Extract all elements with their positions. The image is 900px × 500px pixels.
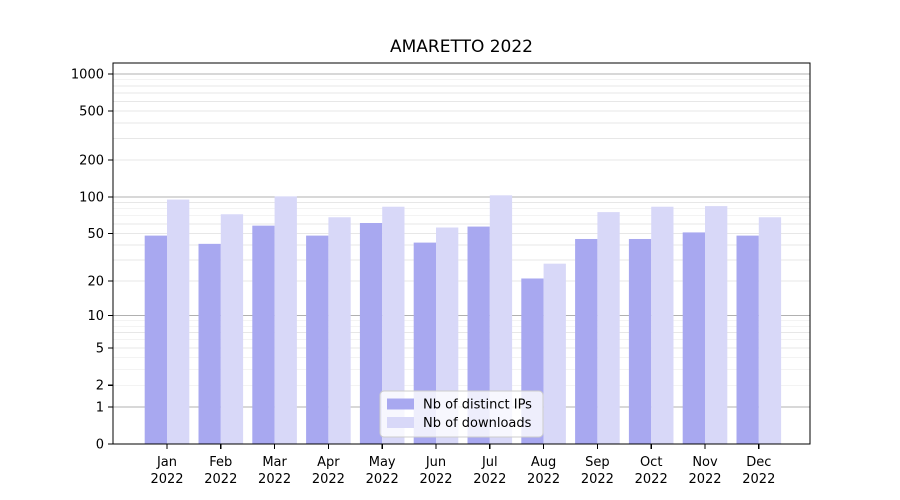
x-tick-label-apr: Apr 2022 <box>312 455 345 487</box>
x-tick-label-jun: Jun 2022 <box>419 455 452 487</box>
y-tick-label-1000: 1000 <box>71 68 104 83</box>
x-tick-label-sep: Sep 2022 <box>581 455 614 487</box>
legend-label-downloads: Nb of downloads <box>423 416 532 431</box>
bar-jul-distinct-ips <box>467 226 490 444</box>
bar-apr-distinct-ips <box>306 235 329 444</box>
x-tick-label-nov: Nov 2022 <box>688 455 721 487</box>
x-tick-label-may: May 2022 <box>366 455 399 487</box>
bar-feb-distinct-ips <box>198 243 221 444</box>
bar-jul-downloads <box>489 195 513 444</box>
bar-aug-downloads <box>543 263 566 444</box>
bar-feb-downloads <box>220 214 244 444</box>
bar-oct-distinct-ips <box>628 238 652 444</box>
bar-jan-downloads <box>167 199 190 444</box>
bar-nov-downloads <box>705 206 728 444</box>
legend-label-distinct-ips: Nb of distinct IPs <box>423 398 532 413</box>
x-tick-label-jan: Jan 2022 <box>150 455 183 487</box>
bar-oct-downloads <box>651 206 674 444</box>
bar-apr-downloads <box>328 217 351 444</box>
y-tick-label-10: 10 <box>87 309 104 324</box>
plot-area-border <box>112 62 811 445</box>
bar-dec-distinct-ips <box>736 235 759 444</box>
y-tick-label-100: 100 <box>79 190 104 205</box>
bar-nov-distinct-ips <box>682 232 705 444</box>
legend: Nb of distinct IPs Nb of downloads <box>379 390 544 438</box>
legend-swatch-distinct-ips <box>387 398 414 410</box>
y-tick-label-0: 0 <box>96 438 104 453</box>
y-tick-label-50: 50 <box>87 227 104 242</box>
bar-jun-downloads <box>436 227 459 444</box>
y-tick-label-500: 500 <box>79 105 104 120</box>
axes-layer: 0 1 2 5 10 20 50 100 200 500 1000 Jan 2022 Feb 2022 Mar… <box>71 68 775 487</box>
bar-dec-downloads <box>758 217 782 444</box>
bar-may-downloads <box>382 206 405 444</box>
bar-jan-distinct-ips <box>144 235 167 444</box>
chart-title: AMARETTO 2022 <box>390 37 533 57</box>
legend-box <box>379 390 544 438</box>
y-tick-label-2: 2 <box>96 379 104 394</box>
x-tick-label-jul: Jul 2022 <box>473 455 506 487</box>
y-tick-label-20: 20 <box>87 274 104 289</box>
x-tick-label-mar: Mar 2022 <box>258 455 291 487</box>
y-tick-label-200: 200 <box>79 154 104 169</box>
y-tick-label-1: 1 <box>96 400 104 415</box>
x-tick-label-aug: Aug 2022 <box>527 455 560 487</box>
bars-layer <box>144 195 782 444</box>
bar-sep-distinct-ips <box>575 238 598 444</box>
bar-mar-distinct-ips <box>252 225 275 444</box>
x-tick-label-dec: Dec 2022 <box>742 455 775 487</box>
bar-may-distinct-ips <box>359 222 383 444</box>
bar-sep-downloads <box>597 212 620 444</box>
y-tick-label-5: 5 <box>96 342 104 357</box>
legend-swatch-downloads <box>387 417 414 428</box>
bar-mar-downloads <box>274 196 297 444</box>
x-tick-label-oct: Oct 2022 <box>635 455 668 487</box>
x-tick-label-feb: Feb 2022 <box>204 455 237 487</box>
